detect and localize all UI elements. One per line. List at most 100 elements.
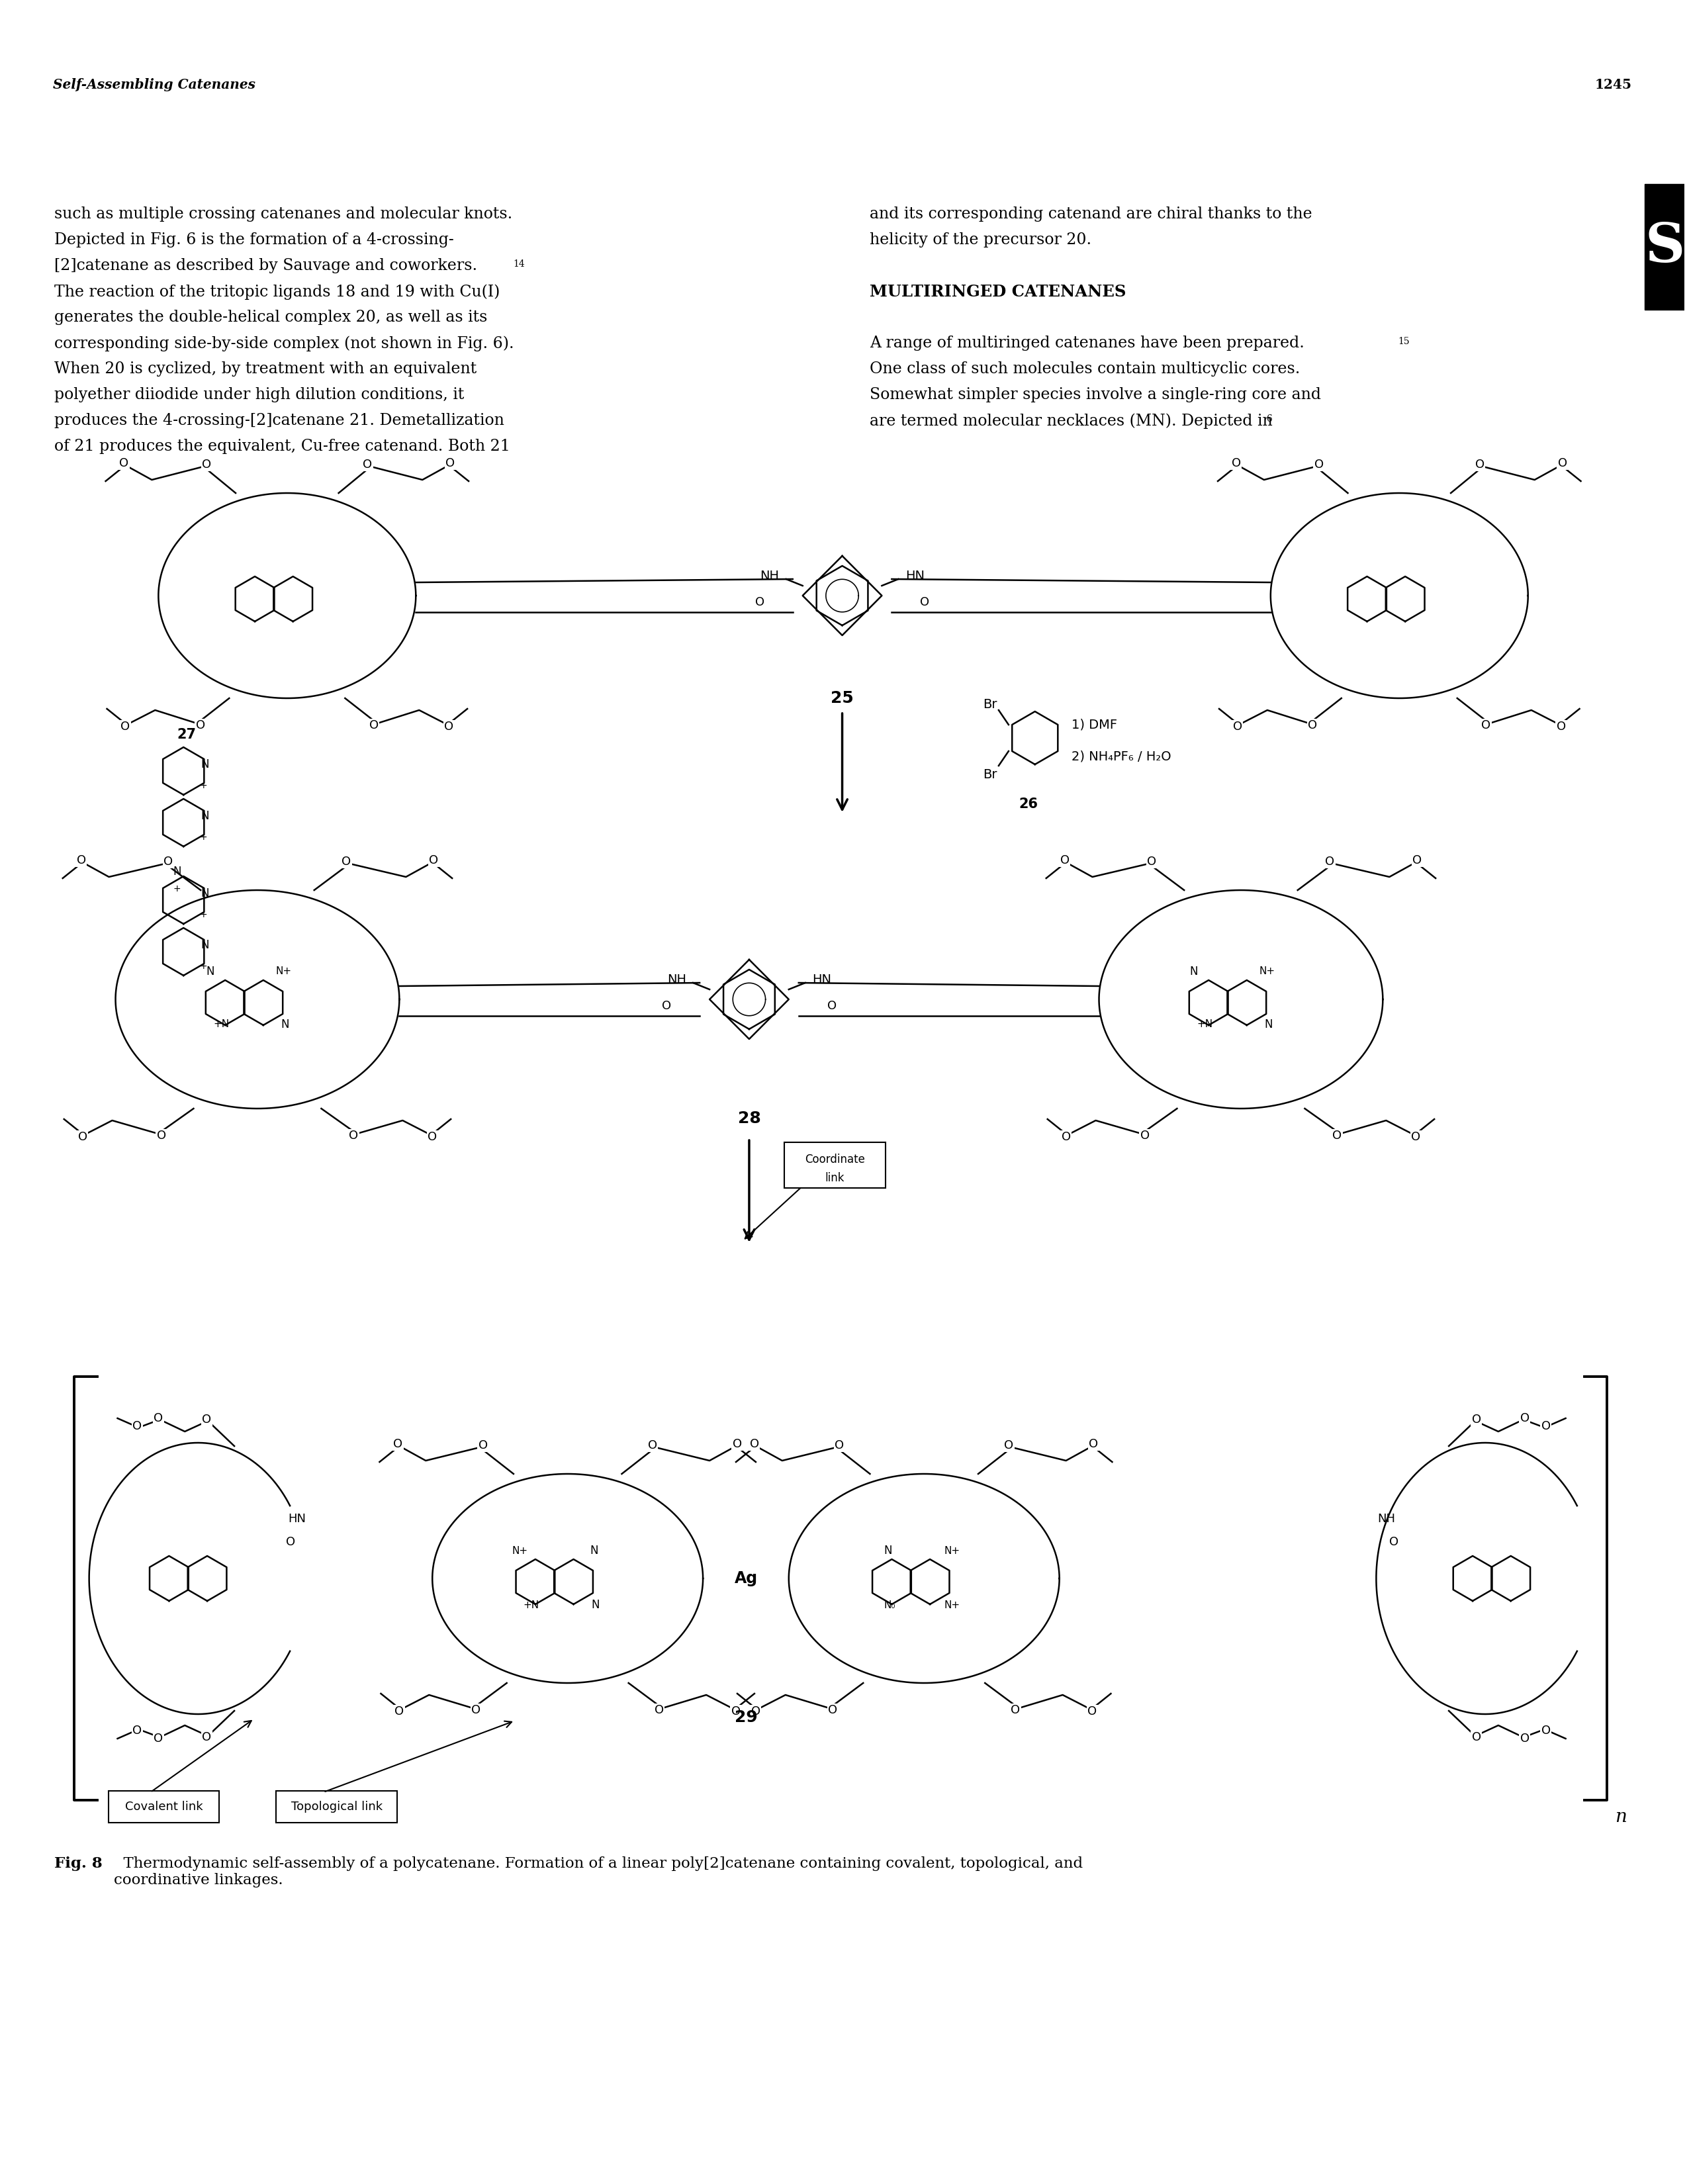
Text: O: O xyxy=(647,1439,657,1452)
Text: O: O xyxy=(731,1706,741,1717)
Text: O: O xyxy=(1471,1732,1481,1743)
Text: Topological link: Topological link xyxy=(291,1802,382,1813)
Text: NH: NH xyxy=(1377,1514,1395,1524)
Text: When 20 is cyclized, by treatment with an equivalent: When 20 is cyclized, by treatment with a… xyxy=(54,360,476,376)
Text: O: O xyxy=(1540,1420,1551,1433)
Text: Br: Br xyxy=(983,769,997,780)
Text: O: O xyxy=(154,1413,164,1424)
Text: O: O xyxy=(196,719,204,732)
Text: O: O xyxy=(363,459,372,470)
Text: N: N xyxy=(201,758,209,771)
Text: O: O xyxy=(752,1706,760,1717)
Text: 25: 25 xyxy=(831,690,853,705)
Text: MULTIRINGED CATENANES: MULTIRINGED CATENANES xyxy=(870,284,1127,299)
Text: O: O xyxy=(1520,1413,1530,1424)
Text: O: O xyxy=(1481,719,1491,732)
Text: helicity of the precursor 20.: helicity of the precursor 20. xyxy=(870,232,1091,247)
FancyBboxPatch shape xyxy=(275,1791,397,1824)
Text: Coordinate: Coordinate xyxy=(806,1153,865,1166)
Text: O: O xyxy=(921,596,929,607)
Text: O: O xyxy=(828,1704,838,1717)
FancyBboxPatch shape xyxy=(108,1791,220,1824)
Text: O: O xyxy=(1390,1535,1398,1548)
Text: O: O xyxy=(1412,854,1422,867)
Text: O: O xyxy=(1333,1129,1341,1142)
Text: N: N xyxy=(280,1018,289,1031)
Text: O: O xyxy=(1089,1437,1098,1450)
Text: O: O xyxy=(446,456,454,470)
Text: N+: N+ xyxy=(275,968,292,976)
Text: O: O xyxy=(1557,456,1567,470)
Text: O: O xyxy=(1010,1704,1020,1717)
Text: N: N xyxy=(206,965,215,978)
Text: N: N xyxy=(1265,1018,1274,1031)
Text: S: S xyxy=(1645,221,1684,273)
Text: N+: N+ xyxy=(944,1546,959,1555)
Text: O: O xyxy=(427,1131,437,1142)
Text: O: O xyxy=(755,596,765,607)
Text: 26: 26 xyxy=(1018,797,1039,810)
Text: generates the double-helical complex 20, as well as its: generates the double-helical complex 20,… xyxy=(54,310,486,325)
Text: O: O xyxy=(662,1000,671,1011)
Text: O: O xyxy=(133,1420,142,1433)
Text: HN: HN xyxy=(289,1514,306,1524)
Text: 15: 15 xyxy=(1398,336,1410,345)
FancyArrowPatch shape xyxy=(326,1721,512,1791)
Text: O: O xyxy=(370,719,378,732)
Text: O: O xyxy=(1474,459,1485,470)
Text: +: + xyxy=(199,911,208,919)
Text: O: O xyxy=(471,1704,481,1717)
Text: O: O xyxy=(78,1131,88,1142)
Text: +: + xyxy=(199,961,208,972)
Text: O: O xyxy=(834,1439,844,1452)
Text: O: O xyxy=(444,721,454,732)
Text: O: O xyxy=(1520,1732,1530,1745)
Text: O: O xyxy=(350,1129,358,1142)
Text: [2]catenane as described by Sauvage and coworkers.: [2]catenane as described by Sauvage and … xyxy=(54,258,476,273)
Text: O: O xyxy=(394,1437,402,1450)
FancyArrowPatch shape xyxy=(152,1721,252,1791)
Text: O: O xyxy=(429,854,439,867)
Text: Thermodynamic self-assembly of a polycatenane. Formation of a linear poly[2]cate: Thermodynamic self-assembly of a polycat… xyxy=(113,1856,1083,1887)
Text: link: link xyxy=(826,1173,844,1184)
Text: 1245: 1245 xyxy=(1594,79,1632,92)
Text: N+: N+ xyxy=(944,1601,959,1610)
Text: O: O xyxy=(1147,856,1157,867)
Text: are termed molecular necklaces (MN). Depicted in: are termed molecular necklaces (MN). Dep… xyxy=(870,413,1274,428)
Text: O: O xyxy=(120,456,128,470)
Text: +N: +N xyxy=(524,1601,539,1610)
Text: HN: HN xyxy=(905,570,924,583)
Text: 27: 27 xyxy=(177,727,196,740)
Text: O: O xyxy=(1140,1129,1150,1142)
Text: O: O xyxy=(1314,459,1324,470)
Text: O: O xyxy=(750,1437,758,1450)
Text: 6: 6 xyxy=(1267,415,1272,424)
Text: Ag: Ag xyxy=(735,1570,757,1586)
Text: NH: NH xyxy=(667,974,686,985)
Text: NH: NH xyxy=(760,570,779,583)
Text: O: O xyxy=(1410,1131,1420,1142)
Text: N: N xyxy=(201,939,209,950)
Text: N₀: N₀ xyxy=(883,1601,895,1610)
Text: N: N xyxy=(1189,965,1198,978)
Text: +: + xyxy=(172,885,181,893)
Text: O: O xyxy=(1231,456,1241,470)
Text: n: n xyxy=(1615,1808,1627,1826)
Text: O: O xyxy=(828,1000,836,1011)
Text: O: O xyxy=(1326,856,1334,867)
Text: O: O xyxy=(395,1706,404,1717)
Text: Somewhat simpler species involve a single-ring core and: Somewhat simpler species involve a singl… xyxy=(870,387,1321,402)
Text: O: O xyxy=(203,459,211,470)
Text: produces the 4-crossing-[2]catenane 21. Demetallization: produces the 4-crossing-[2]catenane 21. … xyxy=(54,413,503,428)
Text: Covalent link: Covalent link xyxy=(125,1802,203,1813)
Text: N+: N+ xyxy=(1260,968,1275,976)
FancyArrowPatch shape xyxy=(745,1140,755,1241)
Text: N+: N+ xyxy=(512,1546,529,1555)
Text: O: O xyxy=(1471,1413,1481,1426)
FancyArrowPatch shape xyxy=(745,1188,801,1238)
Text: O: O xyxy=(341,856,351,867)
Text: +: + xyxy=(199,782,208,791)
Bar xyxy=(1645,183,1684,310)
Text: O: O xyxy=(285,1535,296,1548)
Text: A range of multiringed catenanes have been prepared.: A range of multiringed catenanes have be… xyxy=(870,336,1304,352)
